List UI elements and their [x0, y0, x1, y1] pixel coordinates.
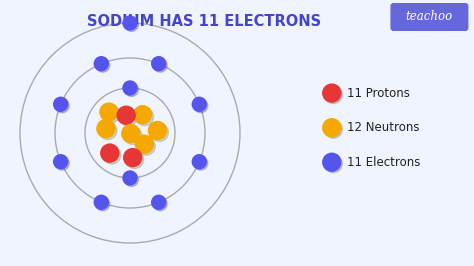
Circle shape [152, 57, 166, 71]
Circle shape [194, 99, 208, 113]
Circle shape [150, 123, 168, 142]
Circle shape [324, 155, 342, 173]
FancyBboxPatch shape [391, 3, 468, 31]
Circle shape [134, 106, 152, 124]
Circle shape [125, 82, 138, 97]
Circle shape [117, 106, 135, 124]
Circle shape [323, 153, 341, 171]
Circle shape [99, 122, 117, 140]
Circle shape [94, 57, 108, 71]
Circle shape [148, 122, 166, 139]
Text: teachoo: teachoo [406, 10, 453, 23]
Circle shape [94, 195, 108, 209]
Circle shape [97, 120, 115, 138]
Circle shape [102, 105, 120, 123]
Circle shape [125, 172, 138, 186]
Circle shape [152, 195, 166, 209]
Circle shape [192, 97, 206, 111]
Text: 11 Electrons: 11 Electrons [347, 156, 420, 169]
Circle shape [324, 120, 342, 138]
Circle shape [126, 151, 144, 169]
Circle shape [55, 99, 69, 113]
Text: SODIUM HAS 11 ELECTRONS: SODIUM HAS 11 ELECTRONS [87, 14, 321, 29]
Circle shape [103, 146, 121, 164]
Circle shape [122, 124, 140, 143]
Circle shape [96, 58, 110, 72]
Circle shape [192, 155, 206, 169]
Circle shape [96, 197, 110, 211]
Circle shape [153, 197, 167, 211]
Circle shape [54, 155, 68, 169]
Circle shape [54, 97, 68, 111]
Text: 11 Protons: 11 Protons [347, 87, 410, 99]
Circle shape [124, 127, 142, 145]
Circle shape [123, 16, 137, 30]
Circle shape [323, 119, 341, 137]
Circle shape [324, 86, 342, 103]
Text: 12 Neutrons: 12 Neutrons [347, 121, 419, 134]
Circle shape [194, 156, 208, 170]
Circle shape [137, 137, 155, 155]
Circle shape [55, 156, 69, 170]
Circle shape [123, 171, 137, 185]
Circle shape [119, 108, 137, 126]
Circle shape [124, 149, 142, 167]
Circle shape [136, 135, 154, 153]
Circle shape [136, 108, 154, 126]
Circle shape [123, 81, 137, 95]
Circle shape [101, 144, 119, 162]
Circle shape [100, 103, 118, 121]
Circle shape [153, 58, 167, 72]
Circle shape [323, 84, 341, 102]
Circle shape [125, 18, 138, 31]
